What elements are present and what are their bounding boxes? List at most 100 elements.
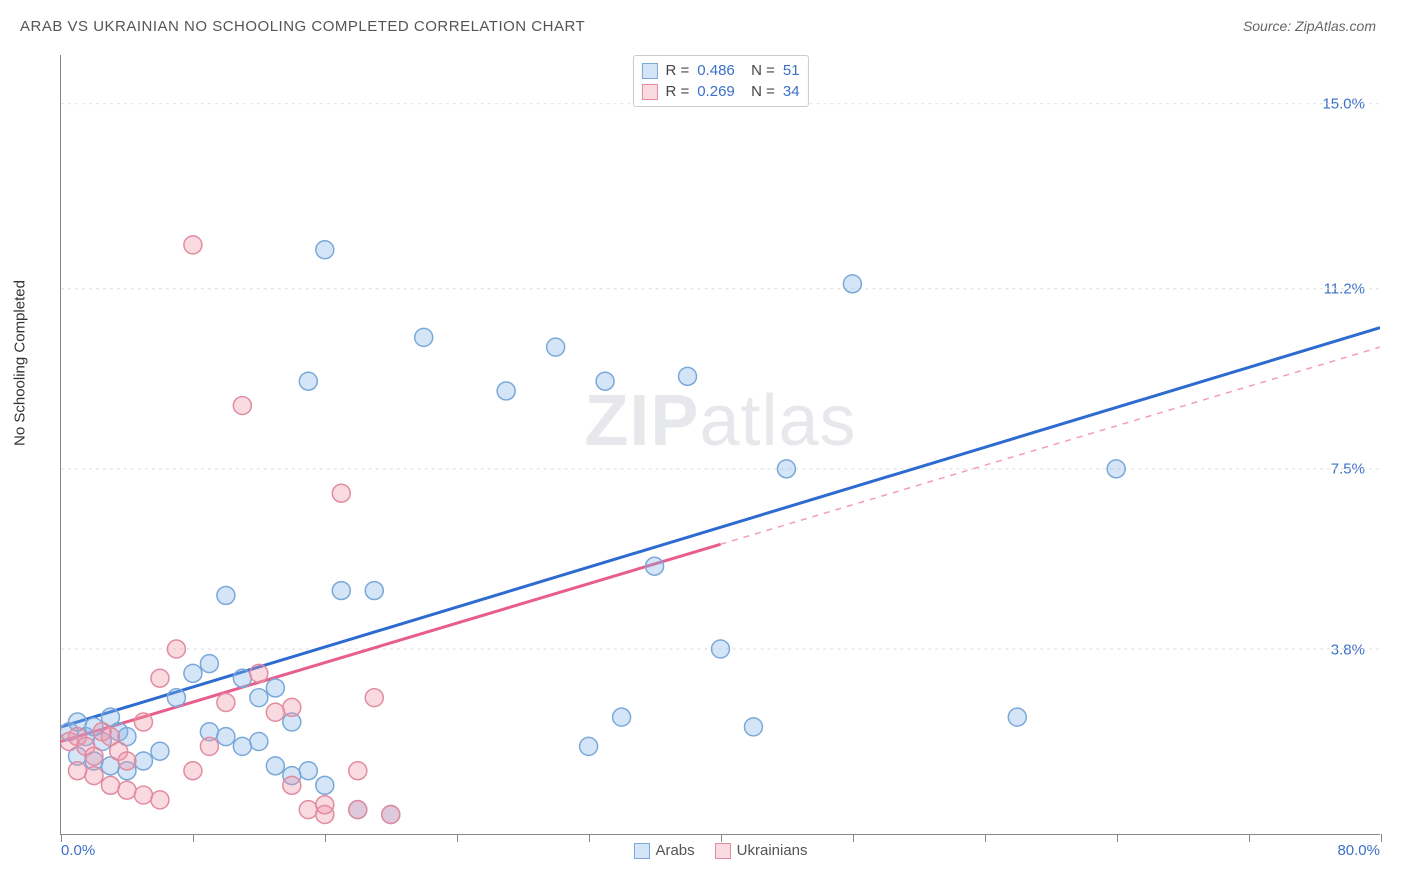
x-tick: [853, 834, 854, 842]
legend-stats-row-arabs: R = 0.486 N = 51: [641, 60, 799, 81]
data-point-arabs: [250, 733, 268, 751]
chart-container: ARAB VS UKRAINIAN NO SCHOOLING COMPLETED…: [10, 10, 1396, 882]
data-point-arabs: [316, 776, 334, 794]
data-point-ukrainians: [134, 786, 152, 804]
data-point-arabs: [184, 664, 202, 682]
data-point-arabs: [266, 757, 284, 775]
legend-stats: R = 0.486 N = 51 R = 0.269 N = 34: [632, 55, 808, 107]
data-point-arabs: [299, 762, 317, 780]
x-axis-max-label: 80.0%: [1337, 842, 1380, 859]
data-point-arabs: [613, 708, 631, 726]
plot-area: ZIPatlas R = 0.486 N = 51 R = 0.269 N = …: [60, 55, 1380, 835]
legend-stats-row-ukrainians: R = 0.269 N = 34: [641, 81, 799, 102]
data-point-ukrainians: [184, 236, 202, 254]
data-point-ukrainians: [134, 713, 152, 731]
data-point-ukrainians: [299, 801, 317, 819]
data-point-ukrainians: [316, 796, 334, 814]
x-tick: [985, 834, 986, 842]
data-point-arabs: [596, 372, 614, 390]
data-point-arabs: [151, 742, 169, 760]
data-point-arabs: [1008, 708, 1026, 726]
y-axis-label: No Schooling Completed: [12, 280, 29, 446]
data-point-ukrainians: [283, 776, 301, 794]
x-tick: [61, 834, 62, 842]
stat-r-value-ukrainians: 0.269: [697, 83, 735, 100]
data-point-ukrainians: [85, 747, 103, 765]
data-point-ukrainians: [349, 801, 367, 819]
data-point-arabs: [365, 582, 383, 600]
data-point-arabs: [777, 460, 795, 478]
data-point-ukrainians: [118, 752, 136, 770]
x-tick: [589, 834, 590, 842]
data-point-ukrainians: [349, 762, 367, 780]
data-point-ukrainians: [250, 664, 268, 682]
data-point-ukrainians: [382, 806, 400, 824]
data-point-ukrainians: [101, 776, 119, 794]
data-point-arabs: [497, 382, 515, 400]
data-point-ukrainians: [167, 640, 185, 658]
data-point-arabs: [217, 728, 235, 746]
data-point-arabs: [580, 737, 598, 755]
data-point-arabs: [266, 679, 284, 697]
x-tick: [721, 834, 722, 842]
data-point-arabs: [332, 582, 350, 600]
data-point-arabs: [217, 586, 235, 604]
data-point-arabs: [200, 655, 218, 673]
x-tick: [1117, 834, 1118, 842]
legend-swatch-arabs-icon: [633, 843, 649, 859]
stat-n-value-arabs: 51: [783, 62, 800, 79]
data-point-arabs: [679, 367, 697, 385]
data-point-arabs: [712, 640, 730, 658]
data-point-ukrainians: [283, 698, 301, 716]
plot-svg: [61, 55, 1380, 834]
x-tick: [325, 834, 326, 842]
data-point-arabs: [316, 241, 334, 259]
data-point-arabs: [1107, 460, 1125, 478]
legend-series: Arabs Ukrainians: [633, 842, 807, 859]
data-point-ukrainians: [68, 762, 86, 780]
data-point-ukrainians: [332, 484, 350, 502]
data-point-ukrainians: [118, 781, 136, 799]
x-tick: [457, 834, 458, 842]
legend-item-ukrainians: Ukrainians: [715, 842, 808, 859]
data-point-ukrainians: [233, 397, 251, 415]
data-point-ukrainians: [200, 737, 218, 755]
data-point-arabs: [547, 338, 565, 356]
stat-r-label: R =: [665, 62, 689, 79]
data-point-arabs: [167, 689, 185, 707]
stat-n-label: N =: [743, 62, 775, 79]
data-point-ukrainians: [217, 694, 235, 712]
data-point-arabs: [646, 557, 664, 575]
x-tick: [1249, 834, 1250, 842]
chart-source: Source: ZipAtlas.com: [1243, 18, 1376, 34]
x-tick: [193, 834, 194, 842]
data-point-ukrainians: [365, 689, 383, 707]
legend-swatch-ukrainians-icon: [641, 84, 657, 100]
data-point-arabs: [843, 275, 861, 293]
data-point-arabs: [744, 718, 762, 736]
stat-n-label: N =: [743, 83, 775, 100]
data-point-arabs: [134, 752, 152, 770]
stat-r-value-arabs: 0.486: [697, 62, 735, 79]
data-point-ukrainians: [266, 703, 284, 721]
data-point-arabs: [250, 689, 268, 707]
data-point-ukrainians: [85, 767, 103, 785]
stat-r-label: R =: [665, 83, 689, 100]
data-point-ukrainians: [151, 791, 169, 809]
legend-label-ukrainians: Ukrainians: [737, 842, 808, 859]
data-point-ukrainians: [184, 762, 202, 780]
legend-swatch-ukrainians-icon: [715, 843, 731, 859]
stat-n-value-ukrainians: 34: [783, 83, 800, 100]
legend-item-arabs: Arabs: [633, 842, 694, 859]
data-point-arabs: [233, 669, 251, 687]
data-point-ukrainians: [151, 669, 169, 687]
x-axis-min-label: 0.0%: [61, 842, 95, 859]
data-point-arabs: [233, 737, 251, 755]
legend-label-arabs: Arabs: [655, 842, 694, 859]
x-tick: [1381, 834, 1382, 842]
data-point-arabs: [415, 328, 433, 346]
data-point-arabs: [299, 372, 317, 390]
legend-swatch-arabs-icon: [641, 63, 657, 79]
trend-line-dashed-ukrainians: [721, 347, 1381, 544]
chart-title: ARAB VS UKRAINIAN NO SCHOOLING COMPLETED…: [20, 18, 585, 35]
